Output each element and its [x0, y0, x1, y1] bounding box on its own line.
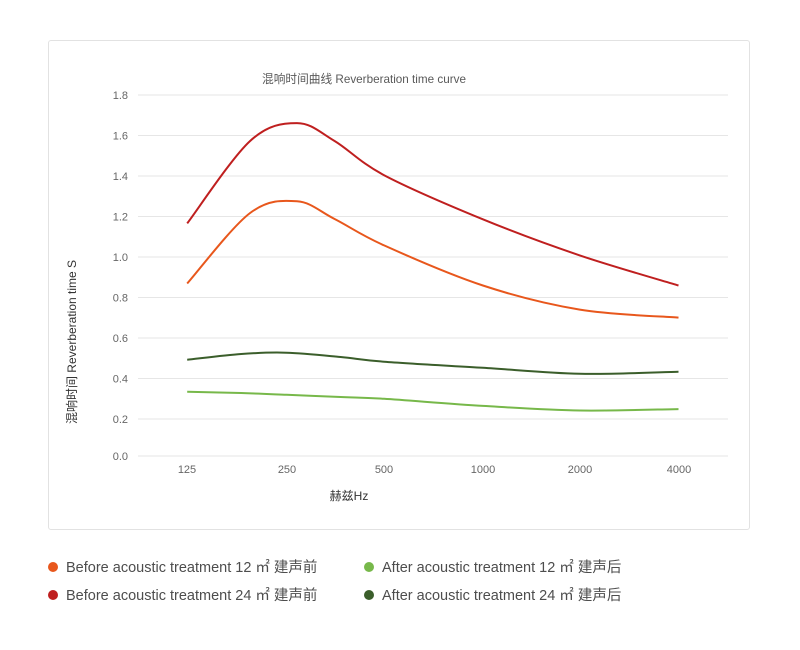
svg-text:赫兹Hz: 赫兹Hz [330, 489, 369, 503]
svg-text:2000: 2000 [568, 464, 592, 476]
svg-text:0.6: 0.6 [113, 333, 128, 345]
svg-text:1.4: 1.4 [113, 171, 128, 183]
svg-text:4000: 4000 [667, 464, 691, 476]
svg-text:0.4: 0.4 [113, 374, 128, 386]
svg-text:混响时间 Reverberation time S: 混响时间 Reverberation time S [64, 260, 79, 424]
svg-text:125: 125 [178, 464, 196, 476]
svg-text:0.8: 0.8 [113, 293, 128, 305]
svg-text:250: 250 [278, 464, 296, 476]
svg-text:1.2: 1.2 [113, 212, 128, 224]
svg-text:0.0: 0.0 [113, 451, 128, 463]
svg-text:1.0: 1.0 [113, 252, 128, 264]
svg-text:1000: 1000 [471, 464, 495, 476]
svg-text:500: 500 [375, 464, 393, 476]
svg-text:0.2: 0.2 [113, 414, 128, 426]
svg-text:1.6: 1.6 [113, 131, 128, 143]
svg-text:混响时间曲线 Reverberation time curv: 混响时间曲线 Reverberation time curve [262, 72, 466, 86]
svg-text:1.8: 1.8 [113, 90, 128, 102]
